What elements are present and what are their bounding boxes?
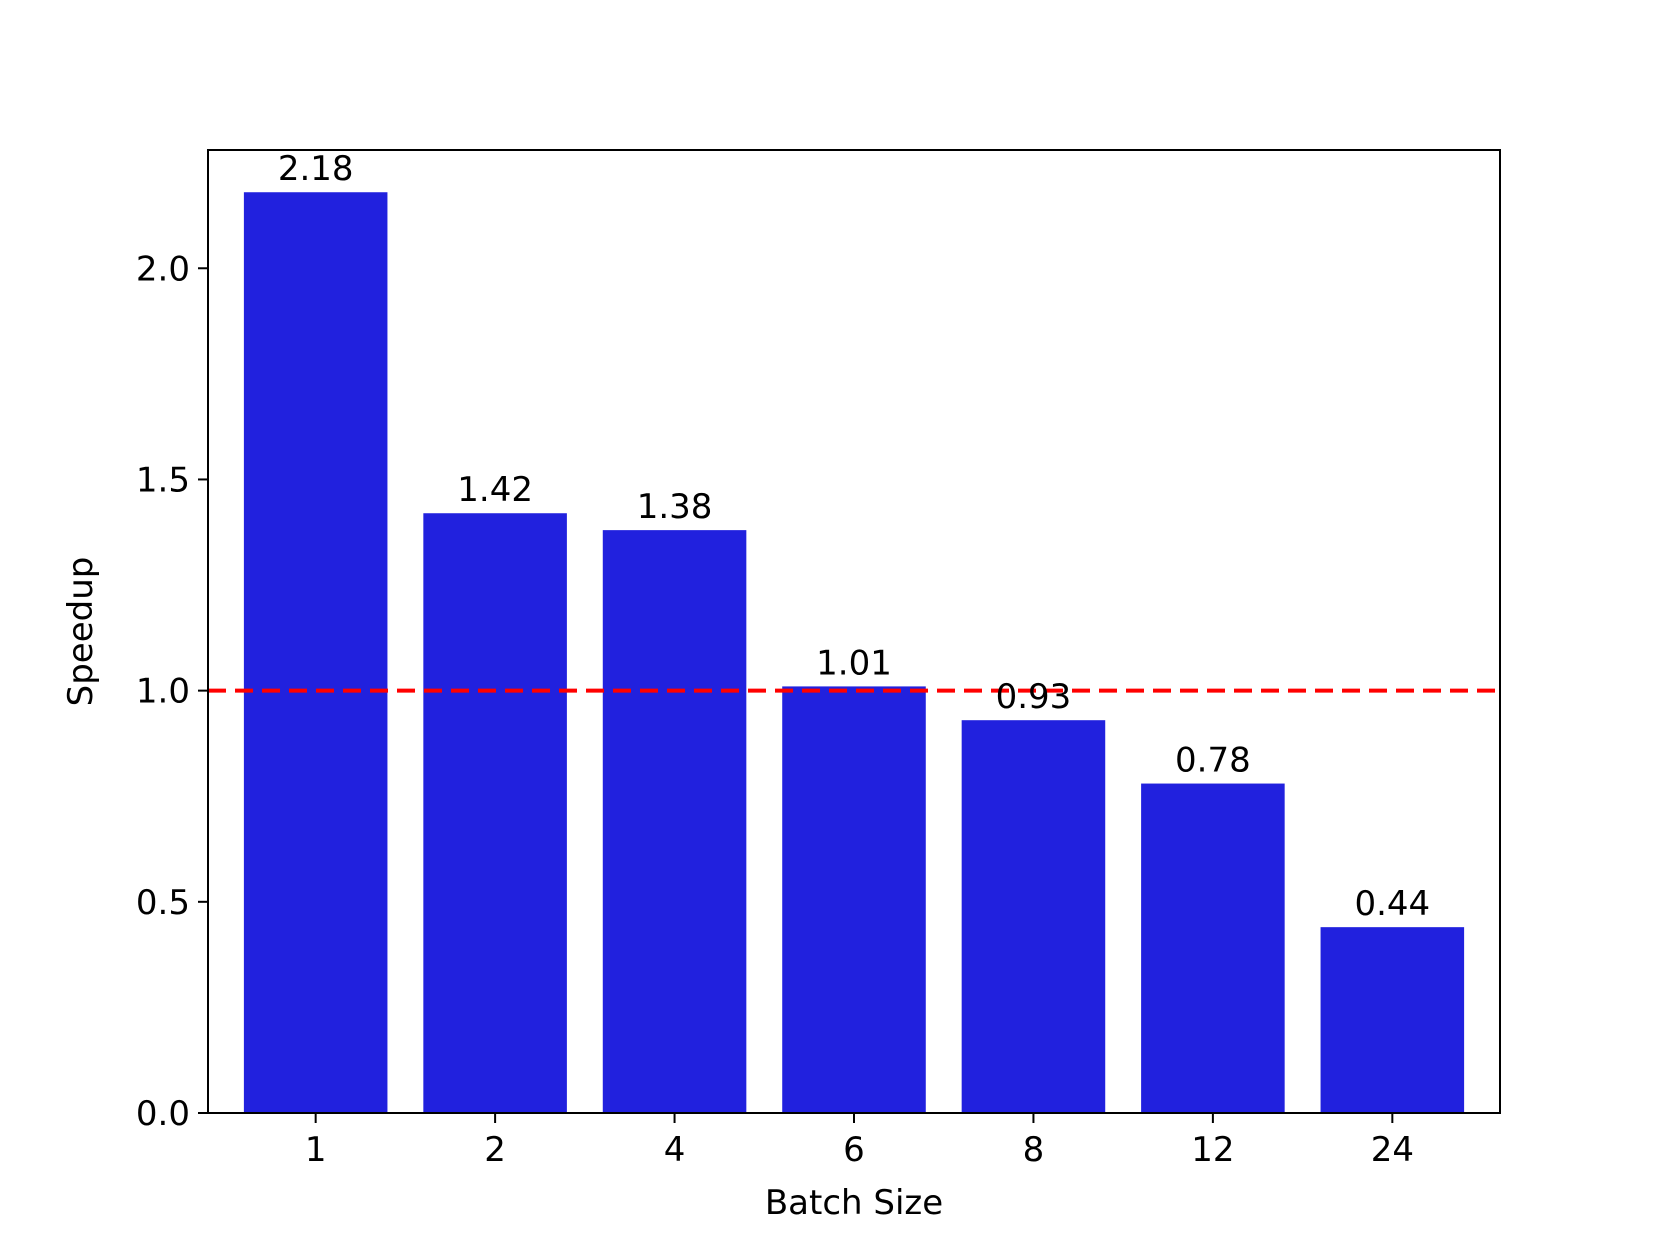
bar-12 — [1141, 783, 1285, 1113]
bar-8 — [961, 720, 1106, 1113]
data-label-8: 0.93 — [996, 677, 1072, 717]
x-tick-label-4: 4 — [664, 1130, 686, 1170]
bars-layer — [243, 192, 1465, 1114]
data-label-24: 0.44 — [1354, 884, 1430, 924]
x-tick-label-1: 1 — [305, 1130, 327, 1170]
bar-6 — [782, 686, 926, 1113]
data-label-6: 1.01 — [816, 643, 892, 683]
y-tick-label-1.0: 1.0 — [136, 672, 190, 712]
x-tick-label-12: 12 — [1191, 1130, 1234, 1170]
plot-frame — [207, 149, 1501, 1114]
data-label-1: 2.18 — [278, 149, 354, 189]
y-tick-label-2.0: 2.0 — [136, 249, 190, 289]
bar-2 — [423, 513, 567, 1113]
x-tick-label-8: 8 — [1023, 1130, 1045, 1170]
data-labels-layer: 2.18 1.42 1.38 1.01 0.93 0.78 0.44 — [278, 149, 1430, 924]
x-tick-label-6: 6 — [843, 1130, 865, 1170]
bar-1 — [243, 192, 388, 1114]
y-tick-label-0.0: 0.0 — [136, 1094, 190, 1134]
x-axis-label: Batch Size — [765, 1183, 943, 1223]
data-label-12: 0.78 — [1175, 741, 1251, 781]
y-axis-label: Speedup — [61, 557, 101, 707]
y-tick-label-0.5: 0.5 — [136, 883, 190, 923]
x-tick-label-24: 24 — [1371, 1130, 1414, 1170]
bar-4 — [602, 530, 747, 1113]
bar-24 — [1320, 927, 1465, 1113]
data-label-2: 1.42 — [457, 470, 533, 510]
x-tick-label-2: 2 — [484, 1130, 506, 1170]
data-label-4: 1.38 — [637, 487, 713, 527]
y-tick-label-1.5: 1.5 — [136, 460, 190, 500]
axes-layer: 1 2 4 6 8 12 240.00.51.01.52.0 — [136, 149, 1501, 1170]
